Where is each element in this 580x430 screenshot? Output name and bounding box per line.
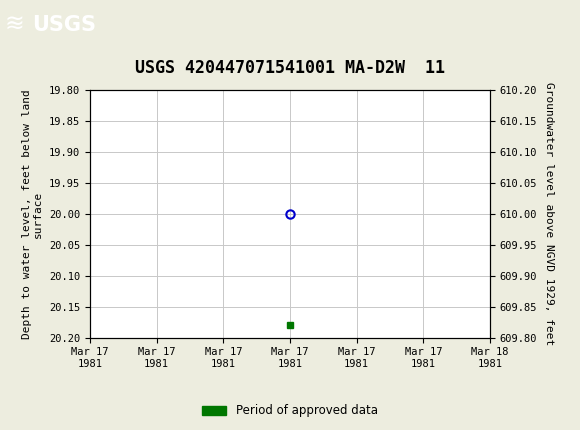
Y-axis label: Depth to water level, feet below land
surface: Depth to water level, feet below land su… [22,89,44,339]
Legend: Period of approved data: Period of approved data [202,404,378,417]
Text: USGS 420447071541001 MA-D2W  11: USGS 420447071541001 MA-D2W 11 [135,59,445,77]
Text: ≋: ≋ [4,13,24,37]
Text: USGS: USGS [32,15,96,35]
Y-axis label: Groundwater level above NGVD 1929, feet: Groundwater level above NGVD 1929, feet [544,82,554,346]
